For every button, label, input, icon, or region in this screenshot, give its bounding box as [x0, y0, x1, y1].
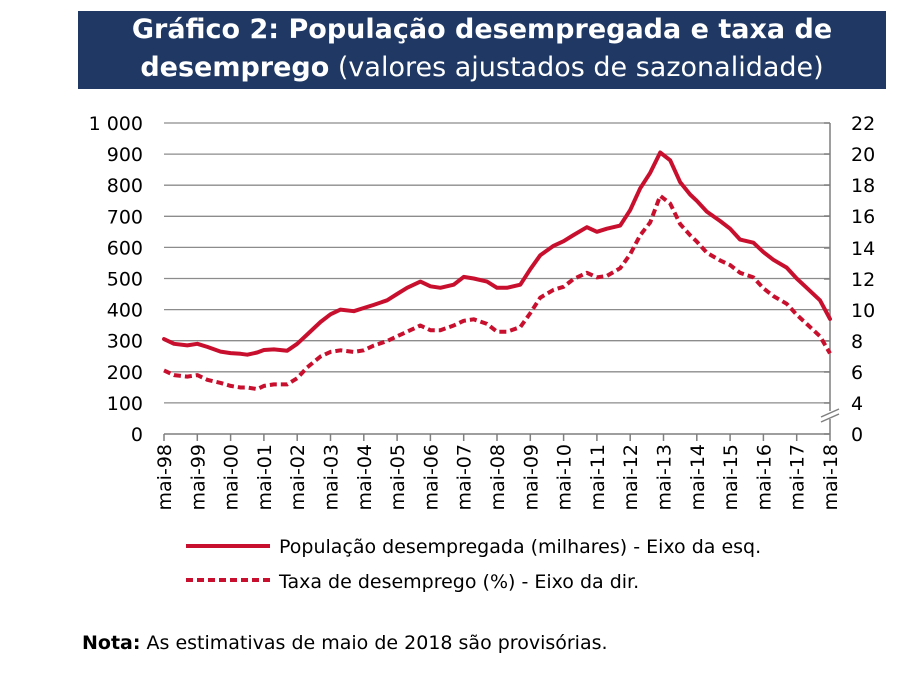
footnote-label: Nota: — [82, 632, 141, 654]
right-tick-label: 18 — [851, 175, 875, 197]
axis-break-mark — [820, 408, 840, 418]
x-tick-label: mai-99 — [187, 444, 209, 510]
gridlines — [164, 122, 830, 404]
x-tick-label: mai-08 — [487, 444, 509, 510]
right-axis-ticks: 0 4 6 8 10 12 14 16 18 20 22 — [824, 113, 875, 446]
series-lines — [162, 150, 832, 392]
x-tick-label: mai-13 — [654, 444, 676, 510]
legend-solid-label: População desempregada (milhares) - Eixo… — [279, 536, 761, 558]
title-line-1: Gráfico 2: População desempregada e taxa… — [131, 14, 833, 45]
unemployment-rate-line — [163, 193, 832, 392]
right-axis-break — [820, 408, 840, 423]
x-axis-ticks: mai-98 mai-99 mai-00 mai-01 mai-02 mai-03 mai-… — [154, 434, 842, 510]
right-tick-label: 16 — [851, 206, 875, 228]
x-tick-label: mai-00 — [221, 444, 243, 510]
title-line-2-bold: desemprego — [140, 52, 330, 83]
legend-dashed-label: Taxa de desemprego (%) - Eixo da dir. — [278, 571, 639, 593]
left-tick-label: 1 000 — [89, 113, 143, 135]
x-tick-label: mai-11 — [587, 444, 609, 510]
left-tick-label: 100 — [107, 393, 143, 415]
x-tick-label: mai-16 — [753, 444, 775, 510]
right-tick-label: 22 — [851, 113, 875, 135]
x-tick-label: mai-03 — [321, 444, 343, 510]
x-tick-label: mai-10 — [554, 444, 576, 510]
left-tick-label: 800 — [107, 175, 143, 197]
footnote: Nota: As estimativas de maio de 2018 são… — [82, 632, 608, 654]
x-tick-label: mai-98 — [154, 444, 176, 510]
title-line-2-normal: (valores ajustados de sazonalidade) — [329, 52, 824, 83]
x-tick-label: mai-07 — [454, 444, 476, 510]
left-tick-label: 200 — [107, 362, 143, 384]
right-tick-label: 20 — [851, 144, 875, 166]
left-tick-label: 300 — [107, 331, 143, 353]
footnote-text: As estimativas de maio de 2018 são provi… — [140, 632, 608, 654]
x-tick-label: mai-09 — [520, 444, 542, 510]
unemployed-population-line — [162, 150, 832, 357]
axis-break-gap — [820, 411, 840, 419]
right-tick-label: 4 — [851, 393, 863, 415]
x-tick-label: mai-04 — [354, 444, 376, 510]
x-tick-label: mai-15 — [720, 444, 742, 510]
x-tick-label: mai-18 — [820, 444, 842, 510]
left-tick-label: 500 — [107, 269, 143, 291]
x-tick-label: mai-05 — [387, 444, 409, 510]
left-tick-label: 0 — [131, 424, 143, 446]
legend: População desempregada (milhares) - Eixo… — [186, 536, 761, 593]
x-tick-label: mai-01 — [254, 444, 276, 510]
right-tick-label: 8 — [851, 331, 863, 353]
x-tick-label: mai-14 — [687, 444, 709, 510]
right-tick-label: 10 — [851, 300, 875, 322]
left-tick-label: 400 — [107, 300, 143, 322]
x-tick-label: mai-17 — [787, 444, 809, 510]
x-tick-label: mai-02 — [287, 444, 309, 510]
left-tick-label: 700 — [107, 206, 143, 228]
x-tick-label: mai-06 — [420, 444, 442, 510]
left-tick-label: 900 — [107, 144, 143, 166]
left-axis-ticks: 0 100 200 300 400 500 600 700 800 900 1 000 — [89, 113, 143, 446]
right-tick-label: 14 — [851, 238, 875, 260]
chart-title: Gráfico 2: População desempregada e taxa… — [78, 11, 886, 89]
axis-break-mark — [820, 413, 840, 423]
left-tick-label: 600 — [107, 237, 143, 259]
right-tick-label: 0 — [851, 424, 863, 446]
x-tick-label: mai-12 — [620, 444, 642, 510]
right-tick-label: 6 — [851, 362, 863, 384]
right-tick-label: 12 — [851, 269, 875, 291]
